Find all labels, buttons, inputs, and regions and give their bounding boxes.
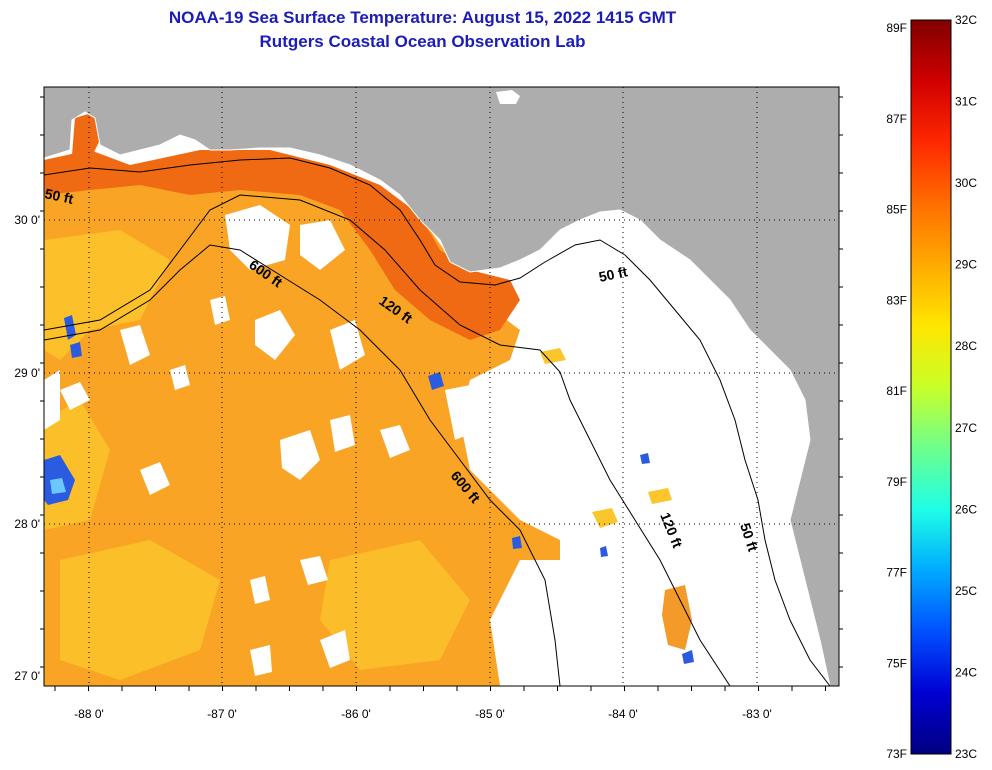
sst-cool-patch	[428, 372, 444, 390]
colorbar-c-label: 25C	[955, 584, 977, 598]
colorbar-f-label: 89F	[886, 21, 907, 35]
sst-cool-patch	[70, 342, 82, 358]
colorbar-f-label: 75F	[886, 656, 907, 670]
lon-label: -85 0'	[475, 707, 505, 721]
sst-cool-patch	[512, 536, 522, 549]
longitude-labels: -88 0' -87 0' -86 0' -85 0' -84 0' -83 0…	[74, 707, 772, 721]
sst-cool-patch	[64, 315, 76, 340]
colorbar-f-label: 73F	[886, 747, 907, 761]
sst-cool-patch	[682, 650, 694, 664]
map-border	[43, 86, 840, 687]
colorbar-celsius-labels: 32C 31C 30C 29C 28C 27C 26C 25C 24C 23C	[955, 13, 977, 761]
lon-label: -86 0'	[341, 707, 371, 721]
contour-600ft	[44, 244, 561, 686]
sst-cool-patch	[50, 478, 66, 494]
sst-cool-patch	[640, 453, 650, 464]
lat-label: 28 0'	[14, 517, 40, 531]
colorbar-f-label: 83F	[886, 293, 907, 307]
colorbar-c-label: 31C	[955, 95, 977, 109]
lon-label: -88 0'	[74, 707, 104, 721]
colorbar-c-label: 32C	[955, 13, 977, 27]
land-mass	[44, 87, 839, 686]
colorbar-c-label: 28C	[955, 339, 977, 353]
lat-label: 27 0'	[14, 669, 40, 683]
map-area: 50 ft 600 ft 120 ft 50 ft 600 ft 120 ft …	[43, 87, 839, 686]
colorbar-c-label: 30C	[955, 176, 977, 190]
sst-eastern-blob	[592, 508, 618, 528]
lon-label: -87 0'	[207, 707, 237, 721]
colorbar-c-label: 24C	[955, 665, 977, 679]
map-title: NOAA-19 Sea Surface Temperature: August …	[168, 8, 677, 27]
map-subtitle: Rutgers Coastal Ocean Observation Lab	[259, 32, 586, 51]
sst-yellow-patch	[44, 230, 170, 360]
island	[496, 90, 520, 104]
colorbar-f-label: 77F	[886, 566, 907, 580]
colorbar-f-label: 87F	[886, 112, 907, 126]
sst-eastern-blob	[662, 585, 692, 650]
sst-nearshore-warm	[72, 112, 100, 160]
colorbar-f-label: 81F	[886, 384, 907, 398]
colorbar-c-label: 26C	[955, 502, 977, 516]
colorbar-f-label: 79F	[886, 475, 907, 489]
colorbar-fahrenheit-labels: 89F 87F 85F 83F 81F 79F 77F 75F 73F	[886, 21, 907, 761]
lat-label: 30 0'	[14, 213, 40, 227]
colorbar	[910, 19, 952, 755]
sst-yellow-patch	[320, 540, 470, 670]
colorbar-c-label: 27C	[955, 421, 977, 435]
contour-120ft	[44, 194, 731, 686]
contour-50ft	[44, 157, 831, 686]
colorbar-c-label: 23C	[955, 747, 977, 761]
contour-label: 50 ft	[43, 185, 75, 207]
lat-label: 29 0'	[14, 366, 40, 380]
colorbar-c-label: 29C	[955, 258, 977, 272]
sst-yellow-patch	[60, 540, 220, 680]
colorbar-f-label: 85F	[886, 203, 907, 217]
lon-label: -83 0'	[742, 707, 772, 721]
sst-eastern-blob	[648, 488, 672, 504]
sst-eastern-blob	[540, 348, 566, 364]
sst-cool-patch	[600, 546, 608, 557]
lon-label: -84 0'	[608, 707, 638, 721]
axis-ticks	[40, 96, 843, 691]
sst-nearshore-warm	[44, 150, 520, 340]
latitude-labels: 30 0' 29 0' 28 0' 27 0'	[14, 213, 40, 683]
contour-label: 50 ft	[597, 263, 629, 285]
